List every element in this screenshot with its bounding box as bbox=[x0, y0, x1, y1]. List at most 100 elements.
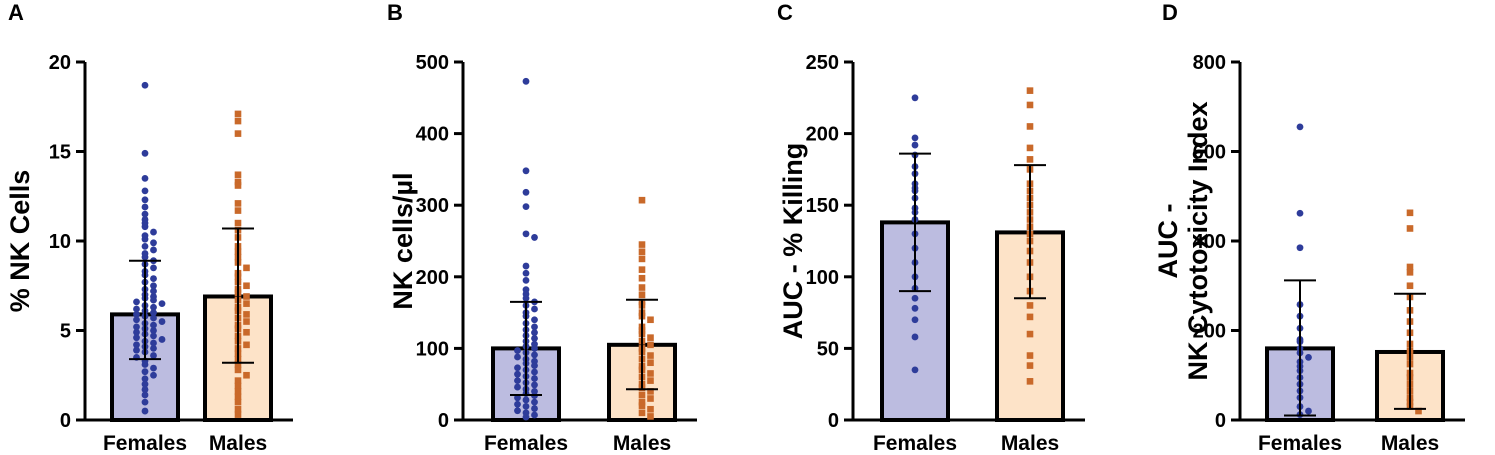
data-point-females bbox=[531, 411, 538, 419]
data-point-males bbox=[638, 248, 646, 256]
data-point-females bbox=[141, 368, 149, 376]
panel-letter: D bbox=[1162, 0, 1178, 25]
data-point-males bbox=[243, 264, 250, 272]
x-category-label: Females bbox=[1258, 432, 1342, 455]
data-point-males bbox=[234, 382, 242, 390]
data-point-males bbox=[234, 393, 242, 401]
data-point-females bbox=[141, 210, 149, 218]
data-point-males bbox=[647, 395, 654, 402]
data-point-males bbox=[234, 361, 242, 368]
data-point-males bbox=[1026, 302, 1034, 309]
data-point-males bbox=[1026, 352, 1034, 359]
panel-letter: C bbox=[777, 0, 793, 25]
data-point-females bbox=[1296, 244, 1304, 252]
data-point-males bbox=[1026, 123, 1034, 130]
y-tick-label: 400 bbox=[1193, 231, 1226, 253]
chart-panel-d: D AUC - NK Cytotoxicity Index 0 200 400 600 800… bbox=[1153, 0, 1465, 455]
data-point-females bbox=[531, 375, 538, 382]
data-point-females bbox=[150, 327, 157, 334]
y-tick-label: 300 bbox=[416, 195, 449, 217]
data-point-males bbox=[1415, 407, 1422, 415]
data-point-females bbox=[141, 235, 149, 243]
data-point-females bbox=[133, 328, 140, 336]
data-point-males bbox=[638, 284, 646, 291]
data-point-females bbox=[531, 316, 538, 324]
data-point-females bbox=[1296, 123, 1304, 131]
data-point-males bbox=[647, 352, 654, 359]
data-point-males bbox=[638, 391, 646, 399]
data-point-females bbox=[531, 368, 538, 376]
data-point-females bbox=[911, 366, 919, 374]
data-point-females bbox=[522, 188, 530, 196]
data-point-males bbox=[243, 328, 250, 336]
data-point-females bbox=[150, 339, 157, 347]
data-point-males bbox=[1406, 209, 1414, 217]
y-axis-label: NK cells/µl bbox=[388, 172, 418, 309]
data-point-males bbox=[243, 311, 250, 318]
y-tick-label: 100 bbox=[416, 338, 449, 360]
data-point-females bbox=[133, 310, 140, 318]
data-point-females bbox=[150, 228, 157, 236]
data-point-males bbox=[647, 370, 654, 377]
y-axis-label: AUC - bbox=[1153, 204, 1183, 279]
data-point-females bbox=[522, 167, 530, 175]
data-point-females bbox=[522, 294, 530, 302]
panel-letter: A bbox=[8, 0, 24, 25]
data-point-males bbox=[1026, 330, 1034, 338]
data-point-females bbox=[522, 402, 530, 410]
data-point-males bbox=[234, 388, 242, 395]
chart-panel-a: A % NK Cells 0 5 10 15 20 Females Males bbox=[5, 0, 293, 455]
data-point-females bbox=[911, 333, 919, 341]
data-point-females bbox=[514, 383, 521, 391]
data-point-females bbox=[911, 294, 919, 302]
data-point-females bbox=[1296, 209, 1304, 217]
data-point-females bbox=[1305, 353, 1312, 361]
data-point-females bbox=[522, 276, 530, 284]
data-point-females bbox=[133, 316, 140, 324]
data-point-males bbox=[234, 219, 242, 227]
data-point-females bbox=[911, 141, 919, 149]
data-point-males bbox=[243, 371, 250, 379]
data-point-females bbox=[150, 332, 157, 340]
data-point-females bbox=[133, 323, 140, 331]
data-point-females bbox=[522, 77, 530, 85]
y-tick-label: 400 bbox=[416, 124, 449, 146]
data-point-males bbox=[1026, 378, 1034, 385]
data-point-females bbox=[514, 364, 521, 372]
data-point-females bbox=[150, 287, 157, 295]
y-tick-label: 50 bbox=[817, 338, 839, 360]
data-point-females bbox=[522, 262, 530, 270]
data-point-males bbox=[243, 318, 250, 325]
data-point-males bbox=[234, 171, 242, 179]
data-point-males bbox=[1406, 269, 1414, 276]
data-point-females bbox=[158, 300, 166, 308]
data-point-females bbox=[150, 303, 157, 311]
data-point-males bbox=[638, 398, 646, 406]
data-point-males bbox=[1406, 263, 1414, 271]
data-point-males bbox=[234, 178, 242, 186]
data-point-females bbox=[531, 398, 538, 406]
data-point-females bbox=[514, 400, 521, 408]
data-point-males bbox=[647, 316, 654, 324]
data-point-males bbox=[638, 196, 646, 204]
y-axis-label-line2: NK Cytotoxicity Index bbox=[1183, 101, 1213, 380]
data-point-females bbox=[150, 239, 157, 247]
data-point-females bbox=[141, 380, 149, 388]
data-point-males bbox=[234, 411, 242, 418]
data-point-males bbox=[1026, 362, 1034, 369]
data-point-males bbox=[647, 405, 654, 413]
data-point-males bbox=[234, 377, 242, 384]
data-point-males bbox=[638, 266, 646, 273]
data-point-females bbox=[150, 275, 157, 282]
data-point-females bbox=[150, 309, 157, 316]
data-point-females bbox=[133, 341, 140, 349]
data-point-males bbox=[647, 359, 654, 367]
y-tick-label: 200 bbox=[1193, 321, 1226, 343]
data-point-males bbox=[234, 207, 242, 214]
data-point-males bbox=[234, 182, 242, 189]
data-point-females bbox=[514, 394, 521, 402]
y-tick-label: 150 bbox=[806, 195, 839, 217]
y-axis-label: AUC - % Killing bbox=[778, 143, 808, 340]
data-point-females bbox=[150, 246, 157, 254]
data-point-males bbox=[1026, 144, 1034, 152]
